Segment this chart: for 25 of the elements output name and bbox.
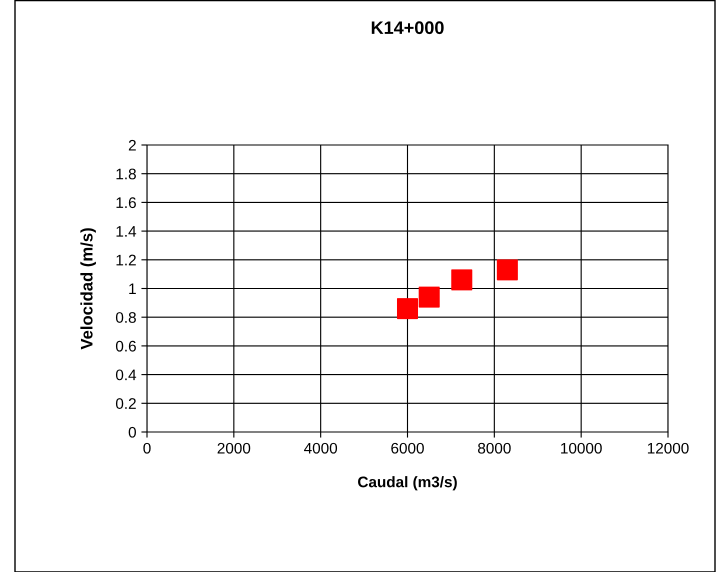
- y-tick-label: 0: [128, 426, 136, 438]
- y-tick-label: 1.8: [116, 168, 136, 180]
- y-axis-title: Velocidad (m/s): [80, 228, 96, 350]
- point: [451, 269, 472, 290]
- point: [418, 286, 440, 308]
- y-tick-label: 0.8: [116, 312, 136, 323]
- x-tick-label: 0: [143, 442, 151, 454]
- y-tick-label: 1.4: [116, 226, 136, 237]
- y-tick-label: 1: [129, 284, 136, 294]
- y-tick-label: 1.6: [116, 197, 136, 208]
- point: [496, 259, 518, 280]
- x-axis-title: Caudal (m3/s): [358, 476, 457, 490]
- y-tick-label: 2: [128, 140, 136, 151]
- y-tick-label: 0.6: [116, 340, 136, 352]
- x-tick-label: 4000: [304, 442, 338, 454]
- chart-title: K14+000: [372, 21, 444, 34]
- y-tick-label: 0.2: [116, 398, 136, 409]
- point: [396, 298, 418, 320]
- x-tick-label: 2000: [218, 442, 250, 454]
- x-tick-label: 8000: [478, 442, 511, 454]
- x-tick-label: 12000: [648, 442, 689, 454]
- y-tick-label: 0.4: [116, 369, 136, 380]
- x-tick-label: 10000: [561, 442, 602, 454]
- x-tick-label: 6000: [391, 442, 424, 454]
- y-tick-label: 1.2: [116, 254, 136, 266]
